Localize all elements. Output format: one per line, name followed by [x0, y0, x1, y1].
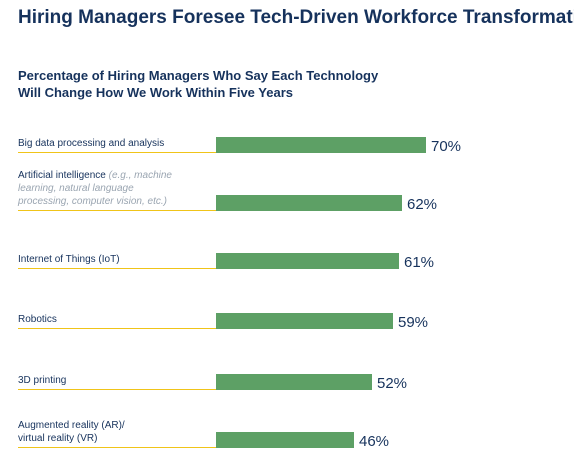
category-label: Artificial intelligence (e.g., machine — [18, 170, 172, 181]
value-label: 46% — [359, 433, 389, 450]
category-note: processing, computer vision, etc.) — [17, 196, 167, 207]
category-label: 3D printing — [18, 375, 66, 386]
category-label: Internet of Things (IoT) — [18, 254, 120, 265]
chart-title: Hiring Managers Foresee Tech-Driven Work… — [18, 7, 574, 28]
value-label: 61% — [404, 254, 434, 271]
bar — [216, 253, 399, 269]
category-label: virtual reality (VR) — [18, 433, 97, 444]
bar — [216, 432, 354, 448]
value-label: 52% — [377, 375, 407, 392]
chart-subtitle: Percentage of Hiring Managers Who Say Ea… — [18, 68, 379, 100]
value-label: 62% — [407, 196, 437, 213]
category-label: Big data processing and analysis — [18, 138, 164, 149]
bar — [216, 195, 402, 211]
bar — [216, 313, 393, 329]
category-note: (e.g., machine — [109, 170, 173, 181]
bar — [216, 374, 372, 390]
bar — [216, 137, 426, 153]
value-label: 70% — [431, 138, 461, 155]
category-note: learning, natural language — [18, 183, 134, 194]
category-label: Robotics — [18, 314, 57, 325]
category-label: Augmented reality (AR)/ — [18, 420, 125, 431]
value-label: 59% — [398, 314, 428, 331]
